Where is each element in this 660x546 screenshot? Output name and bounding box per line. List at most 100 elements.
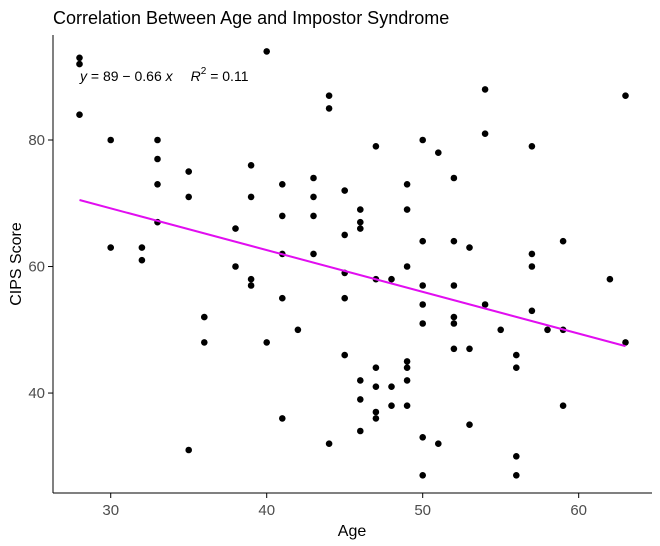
data-point	[372, 143, 380, 150]
x-tick-label: 30	[102, 502, 119, 519]
data-point	[247, 193, 255, 201]
y-axis-ticks: 40 60 80	[28, 132, 53, 402]
data-point	[403, 206, 411, 213]
data-point	[107, 244, 114, 251]
data-point	[435, 440, 442, 448]
data-point	[263, 48, 271, 55]
data-point	[138, 244, 146, 251]
data-point	[403, 358, 411, 365]
data-point	[450, 282, 458, 289]
data-point	[279, 294, 286, 302]
equation-x-var: x	[165, 68, 174, 84]
data-point	[357, 206, 364, 213]
data-point	[232, 263, 239, 270]
data-point	[419, 237, 427, 245]
regression-layer	[79, 199, 626, 348]
data-point	[357, 427, 364, 435]
data-point	[341, 294, 349, 302]
data-point	[528, 250, 536, 258]
data-point	[403, 377, 411, 384]
data-point	[450, 174, 458, 182]
data-point	[279, 181, 286, 188]
data-point	[559, 402, 567, 410]
regression-line	[79, 199, 626, 348]
data-point	[388, 402, 395, 410]
data-point	[466, 421, 473, 429]
data-point	[138, 256, 146, 264]
data-point	[466, 244, 473, 251]
data-point	[76, 54, 83, 62]
data-point	[341, 231, 349, 239]
data-point	[481, 301, 489, 308]
y-tick-label: 60	[28, 259, 45, 276]
data-point	[372, 383, 380, 391]
data-point	[419, 282, 427, 289]
data-point	[310, 212, 317, 220]
data-point	[279, 415, 286, 422]
data-point	[403, 263, 411, 270]
r-squared-var: R	[191, 68, 201, 84]
data-point	[201, 313, 208, 321]
data-point	[76, 60, 83, 68]
data-point	[419, 301, 427, 308]
data-point	[450, 313, 458, 321]
data-point	[185, 446, 192, 454]
regression-equation: y = 89 − 0.66 x R2 = 0.11	[79, 66, 249, 84]
points-layer	[76, 48, 629, 479]
data-point	[622, 92, 629, 99]
y-tick-label: 40	[28, 385, 45, 402]
data-point	[310, 174, 317, 182]
equation-y-var: y	[79, 68, 88, 84]
data-point	[513, 472, 520, 479]
data-point	[513, 364, 520, 372]
data-point	[279, 212, 286, 220]
data-point	[372, 415, 380, 422]
x-tick-label: 50	[414, 502, 431, 519]
data-point	[622, 339, 629, 346]
data-point	[247, 282, 255, 289]
data-point	[201, 339, 208, 346]
data-point	[310, 193, 317, 201]
data-point	[435, 149, 442, 156]
data-point	[528, 263, 536, 270]
data-point	[606, 275, 614, 283]
y-axis-label: CIPS Score	[8, 222, 25, 306]
data-point	[294, 326, 302, 334]
data-point	[403, 402, 411, 410]
data-point	[528, 307, 536, 315]
x-tick-label: 60	[570, 502, 587, 519]
data-point	[419, 472, 427, 479]
equation-rest: = 89 − 0.66	[87, 68, 166, 84]
data-point	[325, 105, 333, 112]
data-point	[154, 181, 161, 188]
data-point	[419, 320, 427, 327]
data-point	[513, 453, 520, 460]
data-point	[357, 218, 364, 226]
data-point	[341, 187, 349, 194]
data-point	[450, 320, 458, 327]
data-point	[513, 351, 520, 359]
r-squared-value: = 0.11	[206, 68, 248, 84]
chart-title: Correlation Between Age and Impostor Syn…	[53, 8, 449, 28]
x-axis-label: Age	[338, 523, 367, 540]
data-point	[325, 92, 333, 99]
data-point	[466, 345, 473, 353]
data-point	[341, 351, 349, 359]
data-point	[559, 237, 567, 245]
data-point	[263, 339, 271, 346]
data-point	[325, 440, 333, 448]
data-point	[372, 364, 380, 372]
data-point	[357, 225, 364, 232]
x-tick-label: 40	[258, 502, 275, 519]
data-point	[388, 383, 395, 391]
data-point	[154, 136, 161, 144]
data-point	[372, 408, 380, 416]
data-point	[247, 162, 255, 169]
data-point	[185, 168, 192, 175]
data-point	[419, 136, 427, 144]
data-point	[107, 136, 114, 144]
data-point	[481, 130, 489, 137]
data-point	[528, 143, 536, 150]
data-point	[450, 345, 458, 353]
data-point	[185, 193, 192, 201]
